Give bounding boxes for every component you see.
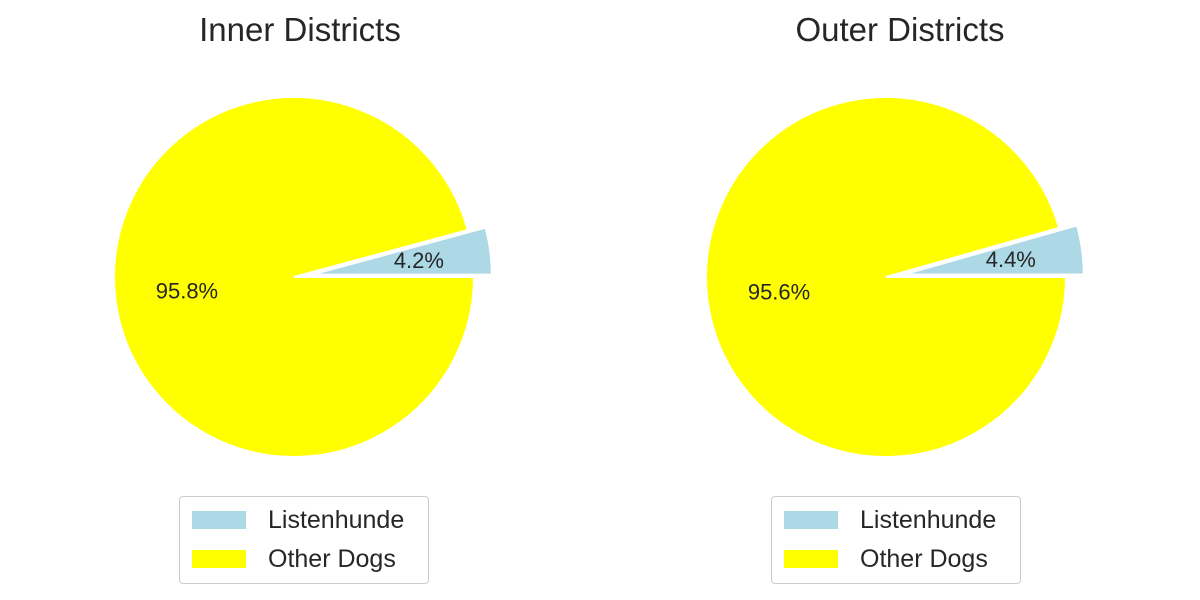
inner-districts-panel: Inner Districts 4.2% 95.8% Listenhunde Ot… xyxy=(113,11,493,584)
chart-title-inner: Inner Districts xyxy=(199,11,401,48)
legend-swatch-other-dogs xyxy=(192,550,246,568)
legend-swatch-listenhunde xyxy=(784,511,838,529)
legend-label-other-dogs: Other Dogs xyxy=(860,544,988,573)
pie-slice-listenhunde xyxy=(311,226,493,276)
legend-item-other-dogs: Other Dogs xyxy=(192,544,396,574)
pie-label-listenhunde: 4.2% xyxy=(394,248,444,273)
legend-item-listenhunde: Listenhunde xyxy=(784,505,996,535)
legend-item-other-dogs: Other Dogs xyxy=(784,544,988,574)
legend-label-listenhunde: Listenhunde xyxy=(268,505,405,534)
legend-item-listenhunde: Listenhunde xyxy=(192,505,404,535)
legend-swatch-listenhunde xyxy=(192,511,246,529)
pie-chart-outer: 4.4% 95.6% xyxy=(705,96,1085,458)
legend-label-other-dogs: Other Dogs xyxy=(268,544,396,573)
legend-swatch-other-dogs xyxy=(784,550,838,568)
legend-label-listenhunde: Listenhunde xyxy=(860,505,997,534)
pie-label-other-dogs: 95.6% xyxy=(748,279,810,304)
pie-label-other-dogs: 95.8% xyxy=(156,279,218,304)
pie-slice-other-dogs xyxy=(113,96,476,458)
pie-label-listenhunde: 4.4% xyxy=(986,247,1036,272)
legend-outer: Listenhunde Other Dogs xyxy=(771,496,1021,584)
pie-slice-listenhunde xyxy=(903,224,1085,276)
chart-title-outer: Outer Districts xyxy=(795,11,1005,48)
pie-slice-other-dogs xyxy=(705,96,1068,458)
legend-inner: Listenhunde Other Dogs xyxy=(179,496,429,584)
pie-chart-inner: 4.2% 95.8% xyxy=(113,96,493,458)
outer-districts-panel: Outer Districts 4.4% 95.6% Listenhunde Ot… xyxy=(600,0,1200,600)
